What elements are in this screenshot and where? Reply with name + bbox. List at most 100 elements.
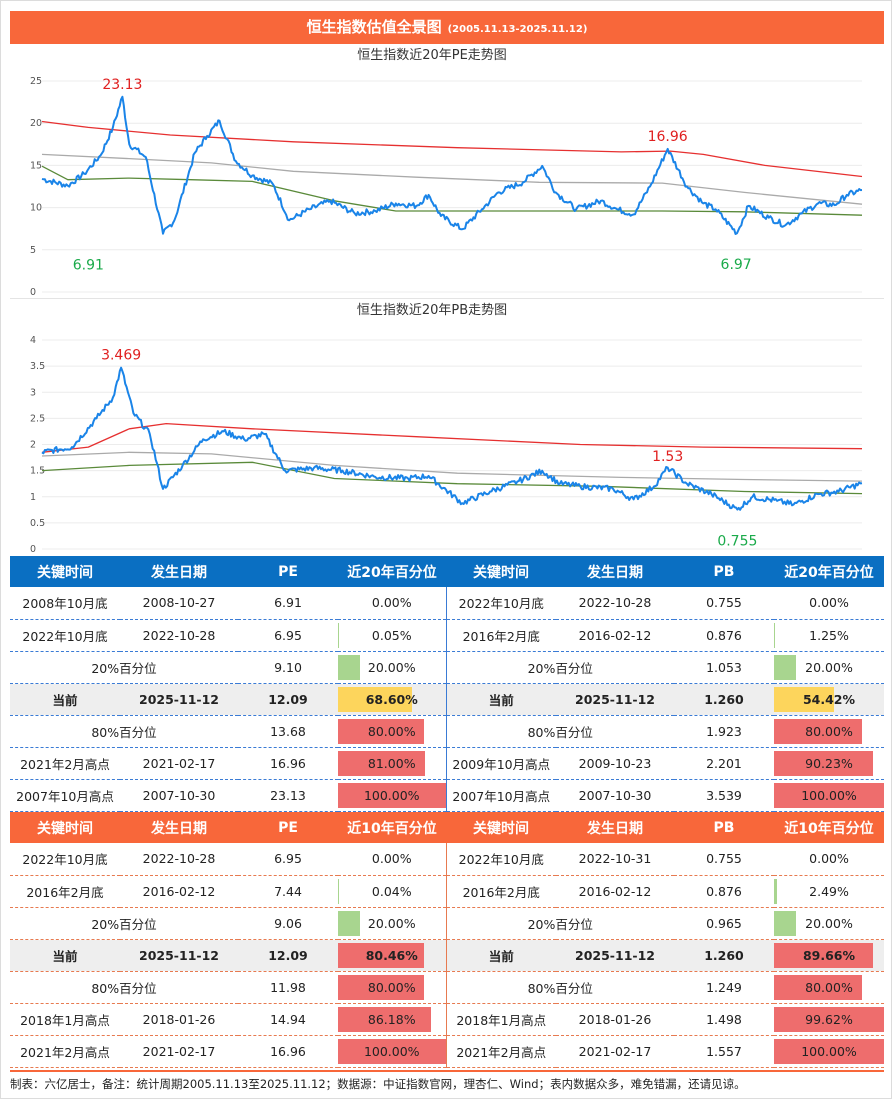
percentile-cell: 80.00% <box>338 971 447 1004</box>
percentile-bar <box>338 878 340 904</box>
percentile-cell: 86.18% <box>338 1003 447 1036</box>
percentile-bar <box>774 910 796 936</box>
value-cell: 13.68 <box>238 715 338 748</box>
percentile-bar <box>338 942 425 968</box>
percentile-bar <box>774 750 874 776</box>
key-time-cell: 2022年10月底 <box>446 587 556 620</box>
date-cell: 2018-01-26 <box>120 1003 238 1036</box>
value-cell: 1.249 <box>674 971 774 1004</box>
percentile-bar <box>338 782 445 808</box>
key-time-cell: 80%百分位 <box>10 971 238 1004</box>
percentile-value: 0.00% <box>809 595 849 611</box>
percentile-cell: 81.00% <box>338 747 447 780</box>
series-line-upper <box>41 120 863 178</box>
percentile-bar <box>338 974 424 1000</box>
percentile-cell: 0.00% <box>338 843 447 876</box>
percentile-cell: 0.00% <box>774 587 884 620</box>
value-cell: 2.201 <box>674 747 774 780</box>
percentile-cell: 0.00% <box>774 843 884 876</box>
table-row: 2008年10月底 2008-10-27 6.91 0.00% 2022年10月底 202… <box>10 587 884 620</box>
table-row: 20%百分位 9.10 20.00% 20%百分位 1.053 20.00% <box>10 651 884 684</box>
key-time-cell: 2016年2月底 <box>446 619 556 652</box>
y-tick-label: 3 <box>30 387 36 398</box>
key-time-cell: 2021年2月高点 <box>446 1035 556 1068</box>
percentile-value: 80.00% <box>805 723 853 739</box>
value-cell: 14.94 <box>238 1003 338 1036</box>
percentile-table-10y: 关键时间 发生日期 PE 近10年百分位 关键时间 发生日期 PB 近10年百分位 2022年… <box>10 812 884 1068</box>
table-header-row: 关键时间 发生日期 PE 近10年百分位 关键时间 发生日期 PB 近10年百分位 <box>10 812 884 843</box>
date-cell: 2022-10-28 <box>556 587 674 620</box>
percentile-cell: 100.00% <box>774 1035 884 1068</box>
table-row: 2022年10月底 2022-10-28 6.95 0.00% 2022年10月底 202… <box>10 843 884 876</box>
column-header: PE <box>238 556 338 587</box>
chart-title: 恒生指数近20年PE走势图 <box>357 47 507 63</box>
percentile-value: 54.42% <box>802 691 856 707</box>
percentile-cell: 2.49% <box>774 875 884 908</box>
percentile-value: 2.49% <box>809 883 849 899</box>
y-tick-label: 0.5 <box>30 518 45 529</box>
percentile-value: 86.18% <box>367 1011 416 1027</box>
value-cell: 1.260 <box>674 939 774 972</box>
date-cell: 2007-10-30 <box>556 779 674 812</box>
key-time-cell: 20%百分位 <box>446 651 674 684</box>
y-tick-label: 1.5 <box>30 466 45 477</box>
percentile-value: 80.00% <box>367 723 416 739</box>
value-cell: 0.755 <box>674 843 774 876</box>
percentile-value: 89.66% <box>802 947 856 963</box>
pe-chart-svg: 恒生指数近20年PE走势图 0 5 10 15 20 25 23.13 16.96 6.91 6.9… <box>30 47 863 298</box>
key-time-cell: 20%百分位 <box>10 651 238 684</box>
percentile-value: 20.00% <box>805 659 853 675</box>
date-cell: 2016-02-12 <box>556 619 674 652</box>
key-time-cell: 2018年1月高点 <box>446 1003 556 1036</box>
percentile-bar <box>338 686 412 712</box>
key-time-cell: 2008年10月底 <box>10 587 120 620</box>
y-tick-label: 20 <box>30 118 42 129</box>
data-label: 6.91 <box>73 258 104 274</box>
value-cell: 16.96 <box>238 1035 338 1068</box>
page-period: (2005.11.13-2025.11.12) <box>447 24 588 35</box>
table-row: 2016年2月底 2016-02-12 7.44 0.04% 2016年2月底 2016-… <box>10 875 884 908</box>
key-time-cell: 2016年2月底 <box>446 875 556 908</box>
percentile-cell: 68.60% <box>338 683 447 716</box>
percentile-bar <box>338 910 360 936</box>
percentile-cell: 0.04% <box>338 875 447 908</box>
value-cell: 3.539 <box>674 779 774 812</box>
table-row: 2021年2月高点 2021-02-17 16.96 81.00% 2009年10月高点… <box>10 747 884 780</box>
column-header: PB <box>674 812 774 843</box>
table-row: 2007年10月高点 2007-10-30 23.13 100.00% 2007年10月… <box>10 779 884 812</box>
table-row: 2018年1月高点 2018-01-26 14.94 86.18% 2018年1月高点 2… <box>10 1003 884 1036</box>
key-time-cell: 80%百分位 <box>10 715 238 748</box>
percentile-value: 0.05% <box>371 627 412 643</box>
percentile-cell: 80.00% <box>774 715 884 748</box>
percentile-bar <box>774 878 777 904</box>
date-cell: 2022-10-31 <box>556 843 674 876</box>
percentile-bar <box>774 1038 884 1064</box>
value-cell: 7.44 <box>238 875 338 908</box>
value-cell: 1.557 <box>674 1035 774 1068</box>
key-time-cell: 2009年10月高点 <box>446 747 556 780</box>
series-line-pb <box>41 366 863 511</box>
value-cell: 16.96 <box>238 747 338 780</box>
key-time-cell: 2021年2月高点 <box>10 747 120 780</box>
y-tick-label: 2.5 <box>30 413 45 424</box>
percentile-bar <box>338 1038 445 1064</box>
percentile-value: 80.00% <box>367 979 416 995</box>
table-row: 2022年10月底 2022-10-28 6.95 0.05% 2016年2月底 2016… <box>10 619 884 652</box>
percentile-cell: 89.66% <box>774 939 884 972</box>
key-time-cell: 20%百分位 <box>10 907 238 940</box>
series-line-upper <box>41 422 863 453</box>
percentile-cell: 20.00% <box>338 907 447 940</box>
value-cell: 0.755 <box>674 587 774 620</box>
y-tick-label: 10 <box>30 203 42 214</box>
percentile-cell: 80.00% <box>338 715 447 748</box>
y-tick-label: 0 <box>30 544 36 555</box>
y-tick-label: 25 <box>30 76 42 87</box>
percentile-cell: 80.46% <box>338 939 447 972</box>
data-label: 1.53 <box>652 449 683 465</box>
current-row: 当前 2025-11-12 12.09 68.60% 当前 2025-11-12 1.260… <box>10 683 884 716</box>
percentile-value: 100.00% <box>363 1043 420 1059</box>
percentile-cell: 20.00% <box>774 651 884 684</box>
key-time-cell: 2007年10月高点 <box>10 779 120 812</box>
series-line-median <box>41 153 863 205</box>
key-time-cell: 2021年2月高点 <box>10 1035 120 1068</box>
